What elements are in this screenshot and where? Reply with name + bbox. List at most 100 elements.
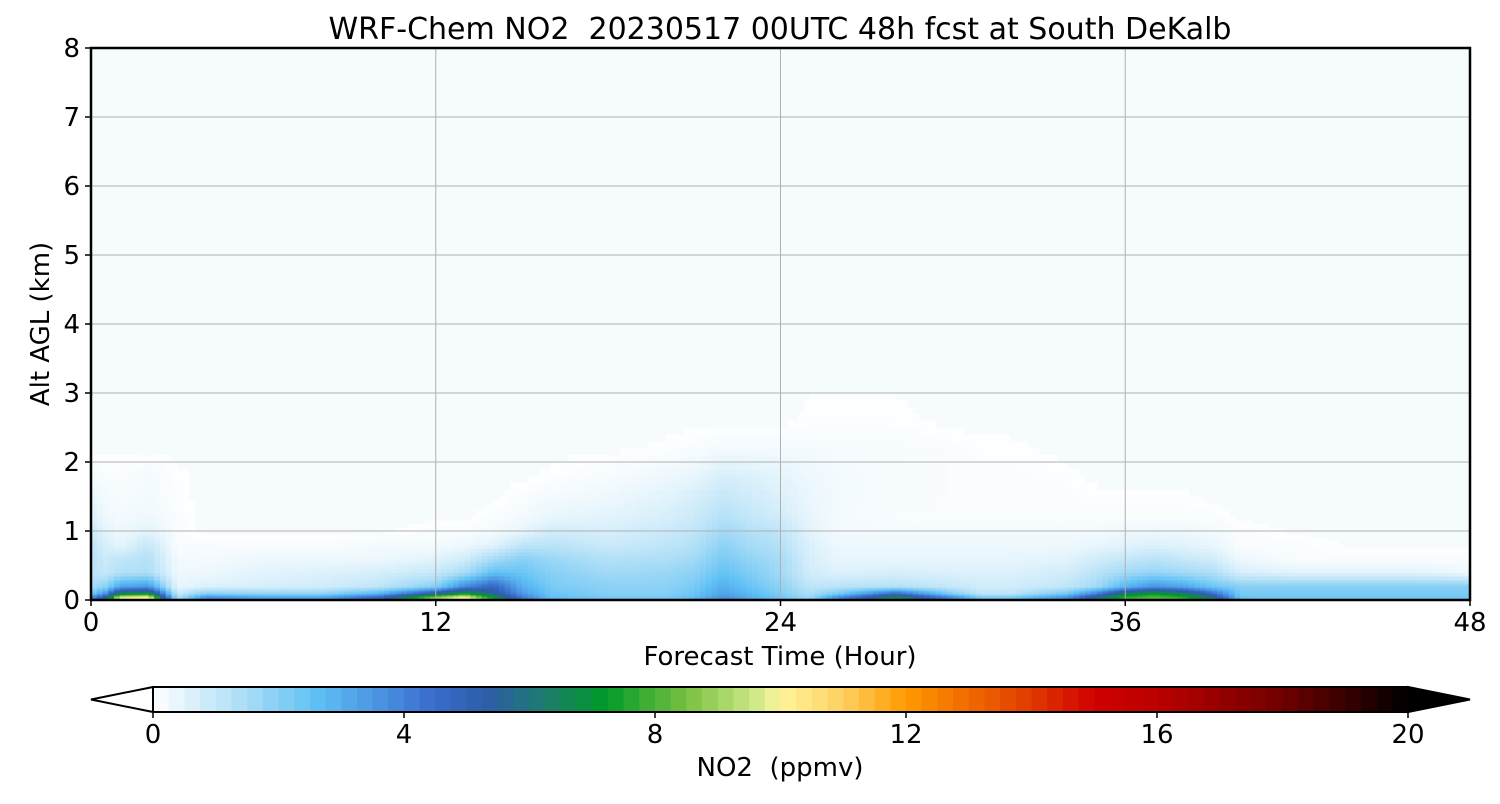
no2-cell: [1010, 575, 1017, 580]
no2-cell: [1125, 594, 1132, 597]
no2-cell: [1412, 597, 1419, 600]
no2-cell: [906, 579, 914, 582]
no2-cell: [1205, 593, 1213, 596]
no2-cell: [1401, 584, 1408, 587]
no2-cell: [447, 593, 454, 596]
no2-cell: [883, 565, 891, 570]
no2-cell: [958, 572, 965, 577]
no2-cell: [1228, 587, 1236, 590]
no2-cell: [878, 580, 885, 583]
no2-cell: [401, 575, 408, 580]
no2-cell: [361, 588, 368, 591]
no2-cell: [269, 597, 276, 600]
no2-cell: [1383, 595, 1391, 598]
no2-cell: [1027, 587, 1034, 590]
no2-cell: [539, 558, 546, 563]
no2-cell: [1159, 586, 1167, 589]
no2-cell: [1337, 568, 1345, 573]
no2-cell: [1222, 593, 1230, 596]
no2-cell: [1274, 593, 1281, 596]
no2-cell: [596, 588, 603, 591]
no2-cell: [148, 590, 155, 593]
no2-cell: [165, 597, 173, 600]
no2-cell: [1027, 575, 1034, 580]
no2-cell: [1268, 597, 1276, 600]
no2-cell: [148, 587, 155, 590]
no2-cell: [665, 565, 672, 570]
no2-cell: [1286, 586, 1293, 589]
no2-cell: [1280, 594, 1287, 597]
no2-cell: [872, 597, 879, 600]
no2-cell: [573, 580, 580, 583]
no2-cell: [906, 572, 914, 577]
no2-cell: [751, 582, 759, 585]
no2-cell: [96, 575, 104, 580]
no2-cell: [119, 583, 127, 586]
no2-cell: [131, 591, 138, 594]
no2-cell: [964, 568, 971, 573]
no2-cell: [1251, 586, 1259, 589]
no2-cell: [1102, 586, 1109, 589]
no2-cell: [590, 594, 598, 597]
no2-cell: [1090, 588, 1098, 591]
no2-cell: [182, 587, 190, 590]
no2-cell: [1222, 586, 1230, 589]
no2-cell: [159, 568, 167, 573]
no2-cell: [1044, 580, 1052, 583]
no2-cell: [906, 587, 914, 590]
no2-cell: [131, 572, 138, 577]
no2-cell: [292, 562, 299, 567]
no2-cell: [452, 568, 460, 573]
no2-cell: [786, 572, 793, 577]
no2-cell: [1108, 572, 1115, 577]
no2-cell: [1274, 586, 1281, 589]
no2-cell: [240, 558, 247, 563]
no2-cell: [1205, 590, 1213, 593]
no2-cell: [970, 565, 977, 570]
no2-cell: [493, 579, 500, 582]
no2-cell: [1418, 597, 1425, 600]
no2-cell: [763, 593, 770, 596]
no2-cell: [1406, 565, 1414, 570]
no2-cell: [550, 594, 558, 597]
no2-cell: [269, 591, 276, 594]
no2-cell: [1153, 595, 1161, 598]
no2-cell: [717, 583, 724, 586]
no2-cell: [837, 590, 845, 593]
no2-cell: [1176, 579, 1184, 582]
no2-cell: [562, 584, 569, 587]
no2-cell: [711, 572, 718, 577]
no2-cell: [1349, 580, 1356, 583]
no2-cell: [159, 590, 167, 593]
no2-cell: [1464, 568, 1470, 573]
no2-cell: [332, 583, 339, 586]
no2-cell: [740, 575, 747, 580]
no2-cell: [332, 594, 339, 597]
no2-cell: [1257, 595, 1264, 598]
no2-cell: [832, 558, 839, 563]
no2-cell: [550, 579, 558, 582]
no2-cell: [498, 572, 506, 577]
no2-cell: [1355, 587, 1362, 590]
no2-cell: [947, 588, 954, 591]
no2-cell: [1056, 591, 1063, 594]
no2-cell: [1424, 597, 1431, 600]
no2-cell: [1349, 582, 1356, 585]
no2-cell: [820, 580, 828, 583]
no2-cell: [550, 580, 558, 583]
no2-cell: [148, 568, 155, 573]
no2-cell: [814, 587, 822, 590]
no2-cell: [251, 572, 259, 577]
no2-cell: [1171, 579, 1178, 582]
no2-cell: [108, 568, 115, 573]
no2-cell: [590, 572, 598, 577]
no2-cell: [211, 593, 219, 596]
no2-cell: [1039, 591, 1046, 594]
no2-cell: [1441, 568, 1448, 573]
no2-cell: [688, 565, 695, 570]
no2-cell: [464, 584, 471, 587]
no2-cell: [1447, 588, 1454, 591]
no2-cell: [579, 568, 586, 573]
no2-cell: [1332, 591, 1339, 594]
no2-cell: [1366, 584, 1373, 587]
